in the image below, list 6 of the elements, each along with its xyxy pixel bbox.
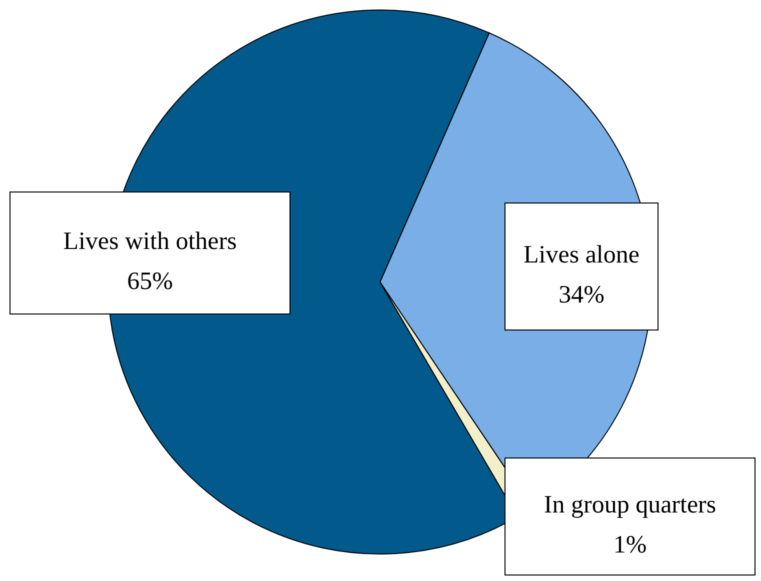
slice-label: Lives alone (524, 242, 640, 268)
data-label: 1% (613, 532, 647, 558)
data-label: 34% (558, 282, 604, 308)
slice-label: Lives with others (63, 228, 237, 255)
slice-label: In group quarters (544, 492, 716, 518)
data-label: 65% (127, 268, 173, 295)
